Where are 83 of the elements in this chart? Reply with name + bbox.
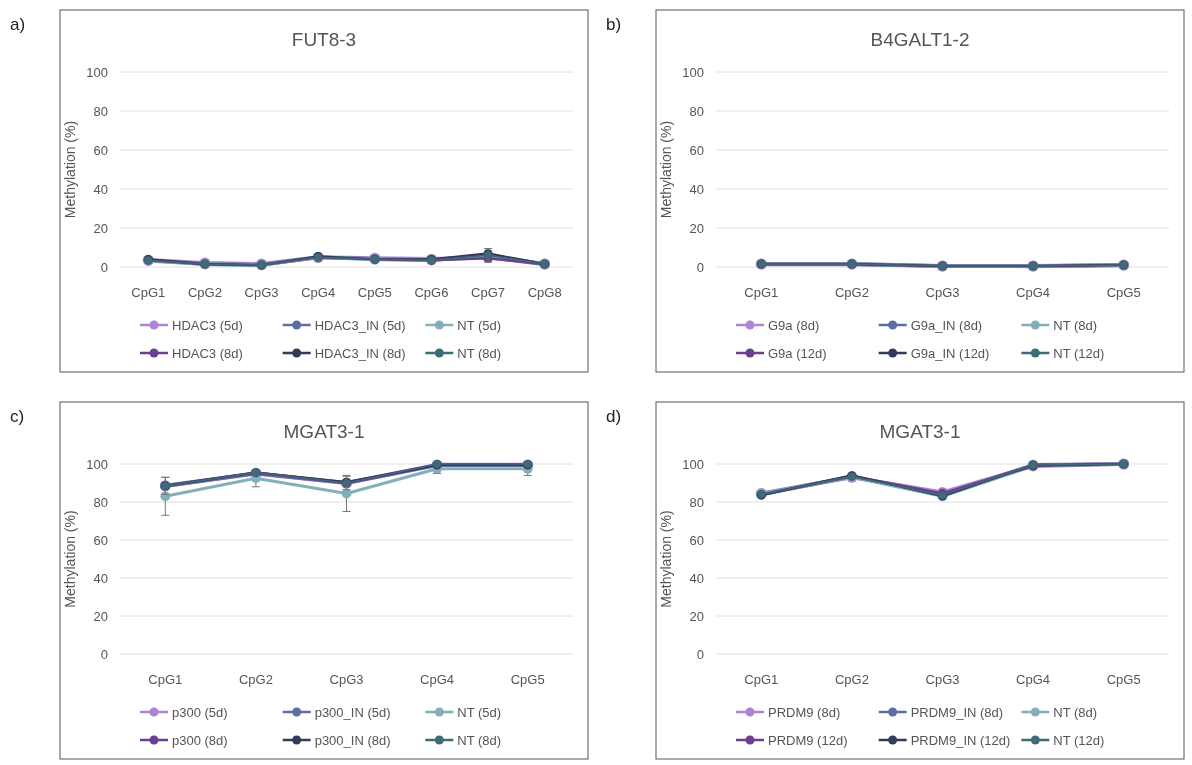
legend-label: NT (8d): [1053, 704, 1098, 720]
x-tick-label: CpG5: [1106, 285, 1141, 300]
legend-label: NT (12d): [1053, 732, 1105, 748]
x-tick-label: CpG3: [925, 672, 960, 687]
y-axis-title: Methylation (%): [62, 510, 78, 608]
y-tick-label: 80: [93, 103, 108, 119]
y-tick-label: 60: [93, 142, 108, 158]
y-tick-label: 0: [100, 646, 108, 662]
legend-label: PRDM9_IN (8d): [910, 704, 1004, 720]
text: a): [10, 15, 26, 34]
y-tick-label: 100: [86, 456, 108, 472]
legend-label: NT (8d): [457, 732, 502, 748]
legend-label: HDAC3 (8d): [172, 345, 243, 361]
legend-label: G9a (12d): [768, 345, 827, 361]
x-tick-label: CpG7: [471, 285, 506, 300]
text: d): [606, 407, 622, 426]
legend-label: G9a_IN (8d): [910, 317, 983, 333]
y-tick-label: 20: [93, 220, 108, 236]
y-tick-label: 40: [689, 570, 704, 586]
y-tick-label: 60: [93, 532, 108, 548]
x-tick-label: CpG4: [301, 285, 336, 300]
x-tick-label: CpG3: [329, 672, 364, 687]
x-tick-label: CpG5: [357, 285, 392, 300]
legend-label: HDAC3_IN (5d): [314, 317, 406, 333]
y-tick-label: 100: [682, 64, 704, 80]
x-tick-label: CpG2: [834, 672, 869, 687]
x-tick-label: CpG8: [527, 285, 562, 300]
x-tick-label: CpG3: [925, 285, 960, 300]
legend-label: G9a_IN (12d): [910, 345, 990, 361]
chart-title: MGAT3-1: [879, 421, 961, 442]
legend-label: PRDM9 (12d): [768, 732, 848, 748]
legend-label: HDAC3 (5d): [172, 317, 243, 333]
y-axis-title: Methylation (%): [658, 510, 674, 608]
y-tick-label: 20: [689, 220, 704, 236]
x-tick-label: CpG1: [131, 285, 166, 300]
y-axis-title: Methylation (%): [658, 120, 674, 219]
y-tick-label: 0: [696, 646, 704, 662]
x-tick-label: CpG1: [148, 672, 183, 687]
legend-label: p300 (5d): [172, 704, 228, 720]
x-tick-label: CpG2: [834, 285, 869, 300]
x-tick-label: CpG2: [187, 285, 222, 300]
x-tick-label: CpG5: [510, 672, 545, 687]
y-axis-title: Methylation (%): [62, 120, 78, 219]
chart-title: FUT8-3: [291, 29, 357, 50]
text: b): [606, 15, 622, 34]
x-tick-label: CpG5: [1106, 672, 1141, 687]
legend-label: NT (8d): [1053, 317, 1098, 333]
legend-label: HDAC3_IN (8d): [314, 345, 406, 361]
y-tick-label: 40: [689, 181, 704, 197]
legend-label: p300 (8d): [172, 732, 228, 748]
y-tick-label: 40: [93, 181, 108, 197]
chart-title: MGAT3-1: [283, 421, 365, 442]
y-tick-label: 60: [689, 532, 704, 548]
x-tick-label: CpG3: [244, 285, 279, 300]
legend-label: PRDM9 (8d): [768, 704, 841, 720]
y-tick-label: 80: [689, 103, 704, 119]
x-tick-label: CpG6: [414, 285, 449, 300]
y-tick-label: 100: [86, 64, 108, 80]
y-tick-label: 20: [93, 608, 108, 624]
legend-label: NT (8d): [457, 345, 502, 361]
y-tick-label: 40: [93, 570, 108, 586]
y-tick-label: 0: [100, 259, 108, 275]
x-tick-label: CpG4: [1016, 285, 1051, 300]
y-tick-label: 80: [689, 494, 704, 510]
chart-title: B4GALT1-2: [870, 29, 970, 50]
legend-label: NT (5d): [457, 704, 502, 720]
legend-label: PRDM9_IN (12d): [910, 732, 1011, 748]
legend-label: p300_IN (8d): [314, 732, 391, 748]
legend-label: p300_IN (5d): [314, 704, 391, 720]
legend-label: NT (12d): [1053, 345, 1105, 361]
text: c): [10, 407, 25, 426]
x-tick-label: CpG1: [744, 672, 779, 687]
legend-label: G9a (8d): [768, 317, 820, 333]
y-tick-label: 100: [682, 456, 704, 472]
y-tick-label: 80: [93, 494, 108, 510]
legend-label: NT (5d): [457, 317, 502, 333]
y-tick-label: 60: [689, 142, 704, 158]
x-tick-label: CpG4: [1016, 672, 1051, 687]
x-tick-label: CpG4: [420, 672, 455, 687]
y-tick-label: 0: [696, 259, 704, 275]
x-tick-label: CpG2: [238, 672, 273, 687]
y-tick-label: 20: [689, 608, 704, 624]
x-tick-label: CpG1: [744, 285, 779, 300]
